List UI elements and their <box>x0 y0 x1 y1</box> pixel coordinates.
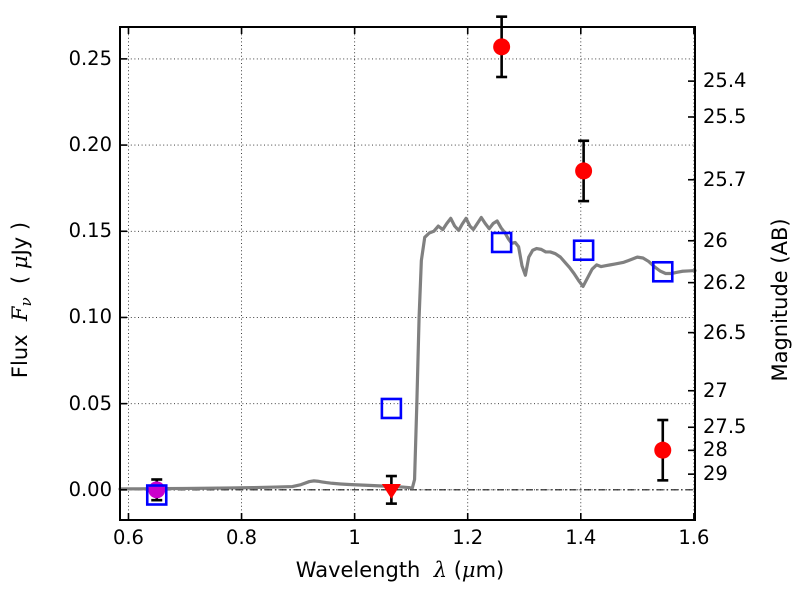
y-tick-label-right-8: 28 <box>703 438 728 462</box>
y-tick-label-right-4: 26.2 <box>703 270 747 294</box>
y-tick-label-right-5: 26.5 <box>703 320 747 344</box>
y-tick-label-left-2: 0.10 <box>68 305 112 329</box>
y-tick-label-right-2: 25.7 <box>703 167 747 191</box>
x-axis-title: Wavelength λ (μm) <box>295 558 505 582</box>
y-tick-label-right-9: 29 <box>703 462 728 486</box>
y-axis-title-right: Magnitude (AB) <box>768 218 792 382</box>
y-tick-label-right-0: 25.4 <box>703 69 747 93</box>
y-tick-label-left-5: 0.25 <box>68 46 112 70</box>
y-tick-label-right-1: 25.5 <box>703 104 747 128</box>
y-tick-label-right-6: 27 <box>703 378 728 402</box>
x-tick-label-3: 1.2 <box>452 526 484 549</box>
x-tick-label-0: 0.6 <box>112 526 144 549</box>
y-tick-label-left-3: 0.15 <box>68 219 112 243</box>
y-tick-label-left-1: 0.05 <box>68 391 112 415</box>
axes-frame <box>119 26 696 521</box>
x-tick-label-4: 1.4 <box>565 526 597 549</box>
y-tick-label-left-4: 0.20 <box>68 133 112 157</box>
data-markers <box>145 15 674 506</box>
x-tick-label-1: 0.8 <box>226 526 258 549</box>
grid-lines <box>120 27 695 520</box>
x-tick-label-5: 1.6 <box>678 526 710 549</box>
y-axis-title-left: Flux Fν ( μJy ) <box>8 221 36 379</box>
spectrum-curve <box>118 215 697 491</box>
y-tick-label-right-7: 27.5 <box>703 415 747 439</box>
x-tick-label-2: 1 <box>348 526 361 549</box>
y-tick-label-left-0: 0.00 <box>68 477 112 501</box>
y-tick-label-right-3: 26 <box>703 228 728 252</box>
axis-ticks <box>120 27 695 520</box>
